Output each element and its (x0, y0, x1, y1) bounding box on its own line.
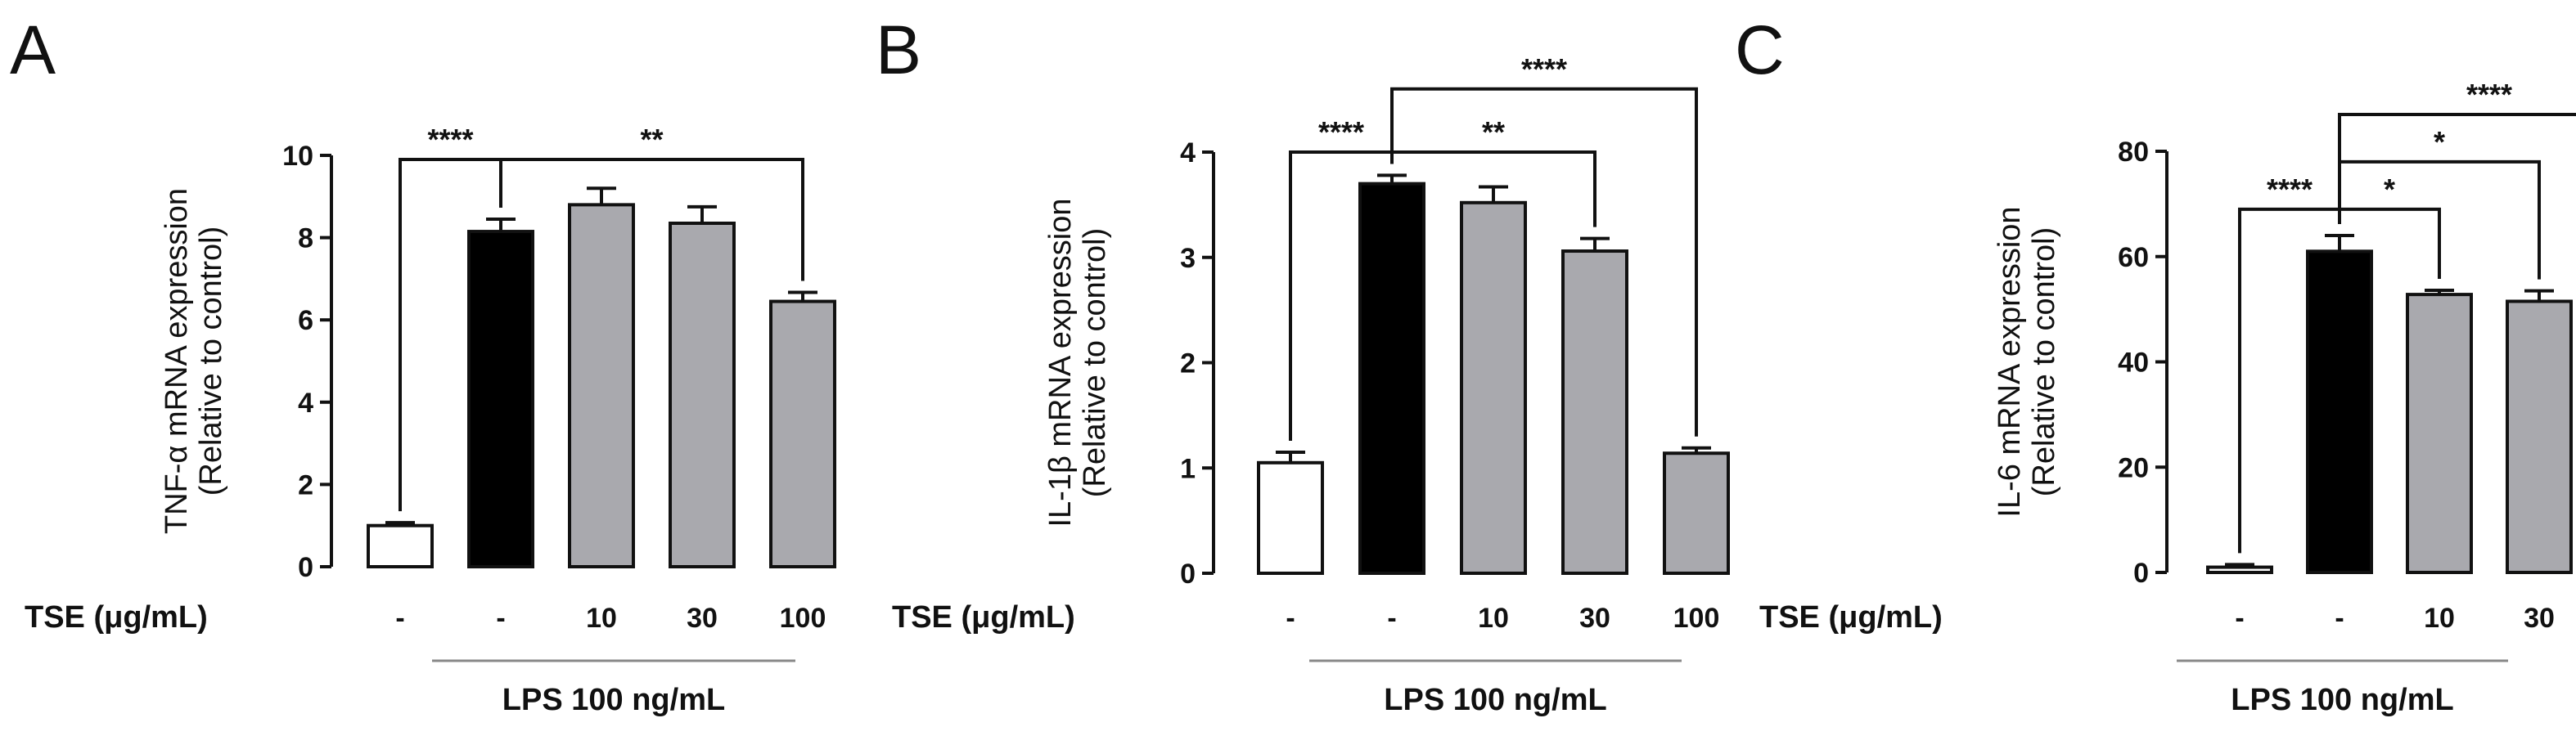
significance-label: **** (1521, 52, 1567, 86)
y-tick-label: 2 (1180, 348, 1196, 379)
y-tick-label: 4 (298, 388, 313, 419)
y-tick-label: 6 (298, 305, 313, 336)
panel-letter: B (876, 11, 921, 88)
bar (1358, 182, 1425, 575)
y-tick-label: 2 (298, 469, 313, 500)
x-tick-label: - (1286, 603, 1295, 634)
bar (1257, 460, 1324, 575)
bar (769, 299, 836, 568)
bar (367, 523, 434, 569)
x-tick-label: 100 (1673, 603, 1720, 634)
x-tick-label: 30 (1579, 603, 1610, 634)
y-axis-subtitle: (Relative to control) (2027, 227, 2061, 496)
bar (2506, 299, 2573, 574)
x-tick-label: 30 (2524, 603, 2555, 634)
significance-label: **** (2466, 78, 2512, 111)
y-tick-label: 60 (2118, 242, 2149, 273)
significance-bracket (499, 158, 804, 281)
row-label: TSE (μg/mL) (25, 600, 208, 635)
significance-label: * (2384, 173, 2395, 206)
row-label: TSE (μg/mL) (1759, 600, 1943, 635)
y-axis-subtitle: (Relative to control) (194, 227, 228, 496)
y-axis-subtitle: (Relative to control) (1078, 228, 1112, 497)
y-tick-label: 4 (1180, 137, 1196, 168)
bar (1460, 200, 1527, 576)
y-tick-label: 0 (298, 552, 313, 583)
significance-label: ** (1482, 115, 1505, 149)
x-tick-label: - (1387, 603, 1396, 634)
y-tick-label: 20 (2118, 452, 2149, 483)
significance-label: ** (640, 123, 663, 156)
y-axis-title: IL-6 mRNA expression (1993, 206, 2027, 517)
group-label: LPS 100 ng/mL (502, 683, 725, 717)
y-tick-label: 0 (1180, 559, 1196, 590)
y-tick-label: 10 (282, 141, 313, 172)
x-tick-label: 10 (1478, 603, 1509, 634)
bar (1561, 249, 1628, 575)
bar (2306, 249, 2373, 574)
bar (2406, 293, 2473, 574)
x-tick-label: - (496, 603, 505, 634)
bar (1663, 451, 1730, 575)
row-label: TSE (μg/mL) (892, 600, 1075, 635)
y-tick-label: 80 (2118, 137, 2149, 168)
significance-label: * (2434, 125, 2445, 159)
x-tick-label: 10 (586, 603, 617, 634)
y-tick-label: 1 (1180, 453, 1196, 484)
significance-label: **** (1318, 115, 1364, 149)
significance-label: **** (2267, 173, 2313, 206)
panel-letter: C (1735, 11, 1785, 88)
panel-letter: A (10, 11, 56, 88)
x-tick-label: - (395, 603, 404, 634)
x-tick-label: 30 (687, 603, 718, 634)
chart-panel-c: C 0 20 40 60 80 IL-6 mRNA expression (Relative … (1735, 11, 2576, 717)
group-label: LPS 100 ng/mL (2231, 683, 2453, 717)
x-tick-label: 100 (780, 603, 826, 634)
bar (669, 221, 736, 568)
significance-bracket (1390, 87, 1698, 437)
group-label: LPS 100 ng/mL (1384, 683, 1606, 717)
y-tick-label: 3 (1180, 243, 1196, 274)
x-tick-label: 10 (2424, 603, 2455, 634)
y-tick-label: 40 (2118, 348, 2149, 379)
significance-label: **** (427, 123, 473, 156)
bar (568, 203, 635, 569)
y-tick-label: 0 (2133, 558, 2149, 589)
x-tick-label: - (2235, 603, 2244, 634)
significance-bracket (2338, 112, 2576, 224)
y-axis-title: IL-1β mRNA expression (1043, 198, 1078, 527)
y-axis-title: TNF-α mRNA expression (160, 188, 194, 534)
y-tick-label: 8 (298, 223, 313, 254)
chart-panel-a: A 0 2 4 6 8 10 TNF-α mRNA expression (Relative t… (10, 11, 836, 717)
bar (467, 230, 534, 568)
bar (2206, 565, 2273, 574)
x-tick-label: - (2335, 603, 2344, 634)
chart-panel-b: B 0 1 2 3 4 IL-1β mRNA expression (Relative to … (876, 11, 1730, 717)
